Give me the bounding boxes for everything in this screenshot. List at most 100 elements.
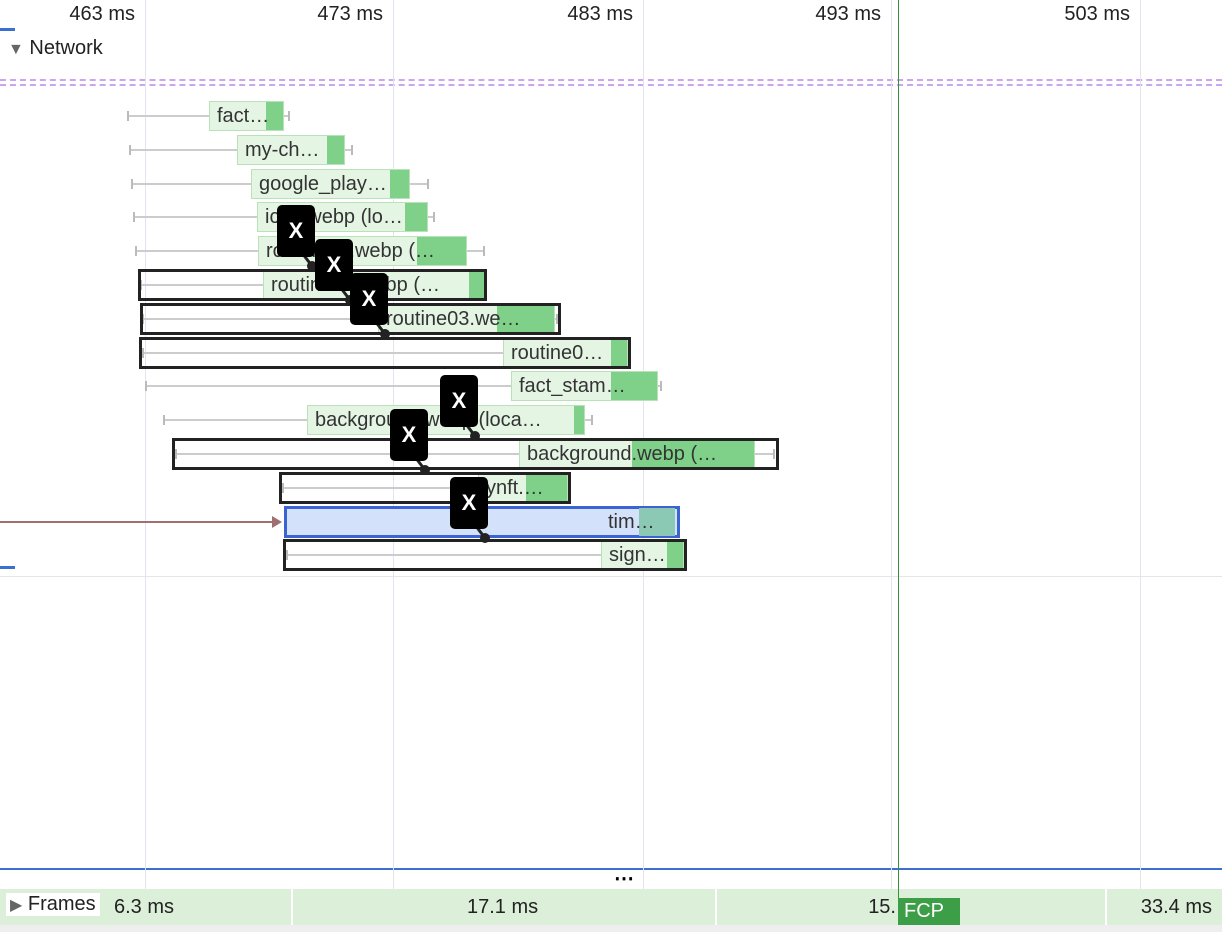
expand-icon: ▶	[10, 897, 23, 914]
divider	[0, 84, 1222, 86]
frame-label: 33.4 ms	[1140, 896, 1212, 918]
fcp-marker[interactable]: FCP	[898, 898, 960, 925]
edge-mark	[0, 566, 15, 569]
whisker-cap	[135, 246, 137, 257]
download-bar	[497, 304, 554, 333]
link-arrow-head	[272, 515, 282, 528]
annotation-marker[interactable]: X	[277, 205, 315, 257]
whisker-cap	[129, 144, 131, 155]
request-label: google_play…	[259, 172, 387, 195]
edge-mark	[0, 28, 15, 31]
download-bar	[469, 271, 484, 299]
download-bar	[390, 169, 409, 198]
annotation-outline	[138, 269, 487, 301]
download-bar	[574, 406, 584, 435]
network-request[interactable]: background.webp (…	[519, 439, 755, 469]
request-label: ynft.…	[486, 476, 544, 499]
download-bar	[639, 507, 675, 536]
whisker-cap	[427, 178, 429, 189]
annotation-outline	[279, 471, 571, 504]
fcp-line	[898, 0, 899, 925]
download-bar	[266, 102, 283, 130]
frame-label: 15.	[868, 896, 896, 918]
footer	[0, 925, 1222, 932]
network-request[interactable]: google_play…	[251, 168, 410, 199]
annotation-marker[interactable]: X	[440, 375, 478, 427]
whisker-cap	[660, 381, 662, 392]
request-label: background.webp (…	[527, 443, 718, 465]
network-request[interactable]: sign…	[601, 540, 684, 571]
request-label: routine03.we…	[386, 307, 521, 330]
download-bar	[526, 473, 567, 502]
network-request[interactable]: my-ch…	[237, 134, 345, 165]
whisker-cap	[142, 313, 144, 324]
ruler-label: 463 ms	[69, 3, 135, 25]
download-bar	[327, 135, 344, 164]
ruler-label: 473 ms	[317, 3, 383, 25]
ruler-label: 493 ms	[815, 3, 881, 25]
request-label: tim…	[608, 510, 655, 533]
network-request[interactable]: fact_stam…	[511, 371, 658, 402]
whisker-cap	[288, 111, 290, 121]
request-label: fact…	[217, 105, 270, 127]
whisker-cap	[556, 313, 558, 324]
whisker-cap	[145, 381, 147, 392]
whisker	[127, 115, 290, 117]
whisker-cap	[140, 280, 142, 290]
whisker-cap	[175, 449, 177, 459]
frame-label: 6.3 ms	[114, 896, 175, 918]
whisker	[145, 385, 662, 388]
whisker-cap	[773, 449, 775, 459]
whisker	[142, 351, 628, 354]
frame-divider	[715, 889, 717, 925]
annotation-outline	[172, 438, 779, 470]
whisker-cap	[127, 111, 129, 121]
whisker-cap	[133, 212, 135, 223]
whisker-cap	[282, 482, 284, 493]
whisker	[175, 453, 775, 455]
annotation-outline	[139, 336, 631, 369]
ruler-label: 483 ms	[567, 3, 633, 25]
frames-header[interactable]: ▶ Frames	[6, 893, 100, 916]
request-label: background.webp (loca…	[315, 409, 542, 432]
splitter-dots: ⋯	[614, 868, 634, 890]
frames-title: Frames	[27, 893, 96, 915]
whisker	[286, 554, 684, 557]
download-bar	[667, 541, 683, 570]
whisker-cap	[483, 246, 485, 257]
splitter[interactable]	[0, 868, 1222, 870]
link-arrow	[0, 520, 274, 523]
request-label: routine0…	[511, 341, 604, 364]
download-bar	[611, 372, 657, 401]
whisker-cap	[286, 550, 288, 561]
request-label: sign…	[609, 544, 666, 567]
frame-divider	[291, 889, 293, 925]
annotation-marker[interactable]: X	[350, 273, 388, 325]
annotation-outline	[283, 539, 687, 572]
track-header[interactable]: ▼ Network	[8, 37, 103, 59]
divider	[0, 79, 1222, 81]
frame-label: 17.1 ms	[467, 896, 539, 918]
whisker-cap	[131, 178, 133, 189]
frame-divider	[1105, 889, 1107, 925]
whisker-cap	[433, 212, 435, 223]
whisker-cap	[591, 415, 593, 426]
grid-line	[145, 0, 146, 889]
network-request[interactable]: fact…	[209, 101, 284, 131]
ruler-label: 503 ms	[1064, 3, 1130, 25]
annotation-marker[interactable]: X	[315, 239, 353, 291]
network-request[interactable]: tim…	[600, 507, 676, 537]
whisker-cap	[142, 347, 144, 358]
track-title: Network	[29, 37, 103, 59]
whisker-cap	[163, 415, 165, 426]
request-label: fact_stam…	[519, 375, 626, 398]
grid-line	[1140, 0, 1141, 889]
download-bar	[405, 203, 427, 232]
track-end	[0, 576, 1222, 577]
annotation-marker[interactable]: X	[450, 477, 488, 529]
annotation-marker[interactable]: X	[390, 409, 428, 461]
network-request[interactable]: routine03.we…	[378, 303, 555, 334]
download-bar	[632, 440, 754, 468]
grid-line	[891, 0, 892, 889]
